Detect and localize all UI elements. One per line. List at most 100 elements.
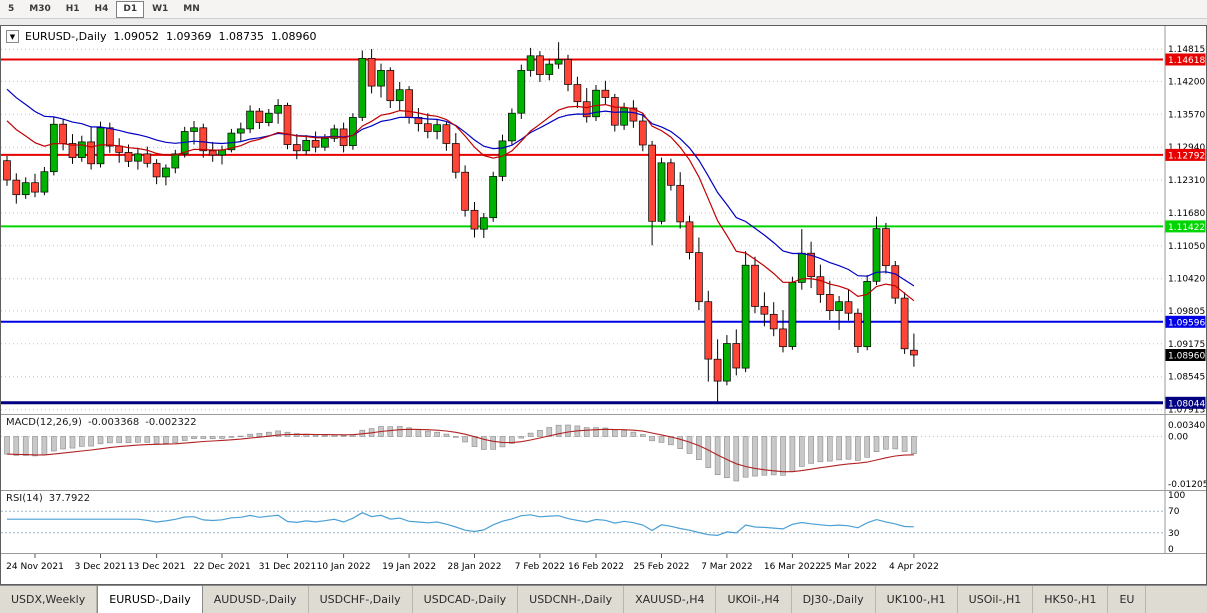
rsi-background	[1, 491, 1206, 553]
tab-usoil-h1[interactable]: USOil-,H1	[958, 586, 1034, 613]
svg-text:1.08044: 1.08044	[1168, 399, 1205, 409]
svg-text:1.14618: 1.14618	[1168, 56, 1205, 66]
svg-text:24 Nov 2021: 24 Nov 2021	[6, 562, 64, 572]
svg-text:16 Feb 2022: 16 Feb 2022	[568, 562, 624, 572]
chart-title: ▼ EURUSD-,Daily 1.09052 1.09369 1.08735 …	[6, 30, 323, 43]
svg-text:7 Mar 2022: 7 Mar 2022	[701, 562, 752, 572]
horizontal-level-lines[interactable]	[1, 58, 1163, 405]
svg-text:0: 0	[1168, 545, 1174, 553]
svg-text:1.09175: 1.09175	[1168, 340, 1205, 350]
svg-text:70: 70	[1168, 507, 1180, 517]
svg-text:1.08960: 1.08960	[1168, 352, 1205, 362]
macd-axis-labels[interactable]: 0.003408 0.00 -0.012058	[1168, 421, 1206, 490]
svg-text:1.12310: 1.12310	[1168, 176, 1205, 186]
date-ticks-and-labels[interactable]: 24 Nov 2021 3 Dec 2021 13 Dec 2021 22 Dec 2…	[6, 554, 939, 572]
tab-usdchf-daily[interactable]: USDCHF-,Daily	[309, 586, 413, 613]
chart-title-open: 1.09052	[113, 30, 159, 43]
svg-text:1.08545: 1.08545	[1168, 373, 1205, 383]
timeframe-button-w1[interactable]: W1	[152, 3, 169, 14]
chart-window: ▼ EURUSD-,Daily 1.09052 1.09369 1.08735 …	[0, 25, 1207, 585]
timeframe-button-d1[interactable]: D1	[116, 0, 145, 18]
tab-audusd-daily[interactable]: AUDUSD-,Daily	[203, 586, 309, 613]
rsi-value: 37.7922	[48, 493, 91, 504]
chart-background	[1, 26, 1206, 414]
rsi-axis-labels[interactable]: 100 70 30 0	[1168, 491, 1185, 553]
svg-text:31 Dec 2021: 31 Dec 2021	[259, 562, 317, 572]
tab-eu[interactable]: EU	[1108, 586, 1147, 613]
svg-text:1.11422: 1.11422	[1168, 223, 1205, 233]
rsi-name: RSI(14)	[6, 493, 43, 504]
tab-usdcnh-daily[interactable]: USDCNH-,Daily	[518, 586, 625, 613]
macd-name: MACD(12,26,9)	[6, 417, 82, 428]
svg-text:1.12792: 1.12792	[1168, 151, 1205, 161]
rsi-level-lines	[1, 510, 1163, 534]
tab-eurusd-daily[interactable]: EURUSD-,Daily	[97, 586, 203, 613]
chart-title-symbol: EURUSD-,Daily	[25, 30, 107, 43]
tab-hk50-h1[interactable]: HK50-,H1	[1033, 586, 1109, 613]
price-gridlines	[1, 48, 1163, 411]
price-badge: 1.14618	[1165, 53, 1206, 66]
rsi-label: RSI(14) 37.7922	[6, 493, 96, 504]
macd-label: MACD(12,26,9) -0.003368 -0.002322	[6, 417, 203, 428]
svg-text:100: 100	[1168, 491, 1185, 501]
tab-dj30-daily[interactable]: DJ30-,Daily	[792, 586, 876, 613]
svg-text:28 Jan 2022: 28 Jan 2022	[448, 562, 502, 572]
svg-text:0.00: 0.00	[1168, 433, 1188, 443]
svg-text:1.14200: 1.14200	[1168, 77, 1205, 87]
svg-text:13 Dec 2021: 13 Dec 2021	[128, 562, 186, 572]
chart-title-close: 1.08960	[270, 30, 317, 43]
tab-xauusd-h4[interactable]: XAUUSD-,H4	[624, 586, 717, 613]
tab-ukoil-h4[interactable]: UKOil-,H4	[716, 586, 792, 613]
timeframe-button-m30[interactable]: M30	[29, 3, 51, 14]
svg-text:25 Mar 2022: 25 Mar 2022	[820, 562, 877, 572]
date-axis-background	[1, 554, 1206, 584]
price-badge: 1.11422	[1165, 220, 1206, 233]
price-axis-labels[interactable]: 1.14815 1.14200 1.13570 1.12940 1.12310 1.116…	[1168, 45, 1205, 414]
chart-title-high: 1.09369	[165, 30, 212, 43]
svg-text:1.07913: 1.07913	[1168, 406, 1205, 414]
rsi-chart[interactable]: 100 70 30 0	[1, 491, 1206, 553]
svg-text:1.14815: 1.14815	[1168, 45, 1205, 55]
date-axis-svg[interactable]: 24 Nov 2021 3 Dec 2021 13 Dec 2021 22 Dec 2…	[1, 554, 1206, 584]
tab-uk100-h1[interactable]: UK100-,H1	[876, 586, 958, 613]
timeframe-button-h4[interactable]: H4	[94, 3, 109, 14]
svg-text:30: 30	[1168, 529, 1180, 539]
price-chart[interactable]: 1.14815 1.14200 1.13570 1.12940 1.12310 1.116…	[1, 26, 1206, 414]
macd-signal-line	[6, 428, 914, 473]
tab-usdcad-daily[interactable]: USDCAD-,Daily	[413, 586, 519, 613]
price-badge: 1.08960	[1165, 349, 1206, 362]
ma-fast-red	[6, 103, 915, 302]
svg-text:19 Jan 2022: 19 Jan 2022	[382, 562, 436, 572]
date-axis[interactable]: 24 Nov 2021 3 Dec 2021 13 Dec 2021 22 Dec 2…	[1, 553, 1206, 584]
timeframe-button-5[interactable]: 5	[8, 3, 15, 14]
rsi-line	[7, 512, 914, 537]
svg-text:1.12940: 1.12940	[1168, 143, 1205, 153]
macd-chart[interactable]: 0.003408 0.00 -0.012058	[1, 415, 1206, 490]
toolbar-gap	[0, 19, 1207, 25]
macd-background	[1, 415, 1206, 490]
svg-text:3 Dec 2021: 3 Dec 2021	[75, 562, 127, 572]
svg-text:1.11680: 1.11680	[1168, 209, 1205, 219]
svg-text:1.10420: 1.10420	[1168, 275, 1205, 285]
timeframe-toolbar: 5 M30 H1 H4 D1 W1 MN	[0, 0, 1207, 19]
tab-usdx-weekly[interactable]: USDX,Weekly	[0, 586, 98, 613]
price-badge: 1.12792	[1165, 148, 1206, 161]
price-badge: 1.09596	[1165, 315, 1206, 328]
svg-text:0.003408: 0.003408	[1168, 421, 1206, 431]
svg-text:22 Dec 2021: 22 Dec 2021	[193, 562, 251, 572]
svg-text:1.09596: 1.09596	[1168, 318, 1205, 328]
price-badge: 1.08044	[1165, 396, 1206, 409]
timeframe-button-mn[interactable]: MN	[183, 3, 200, 14]
svg-text:25 Feb 2022: 25 Feb 2022	[633, 562, 689, 572]
macd-value-signal: -0.002322	[145, 417, 197, 428]
timeframe-button-h1[interactable]: H1	[65, 3, 80, 14]
rsi-pane: RSI(14) 37.7922 100 70 30 0	[1, 490, 1206, 553]
svg-text:1.13570: 1.13570	[1168, 110, 1205, 120]
svg-text:1.09805: 1.09805	[1168, 307, 1205, 317]
macd-value-main: -0.003368	[87, 417, 140, 428]
macd-pane: MACD(12,26,9) -0.003368 -0.002322 0.003408…	[1, 414, 1206, 490]
symbol-tab-bar: USDX,Weekly EURUSD-,Daily AUDUSD-,Daily USD…	[0, 585, 1207, 613]
indicator-toggle-icon[interactable]: ▼	[6, 30, 19, 43]
svg-text:-0.012058: -0.012058	[1168, 480, 1206, 490]
